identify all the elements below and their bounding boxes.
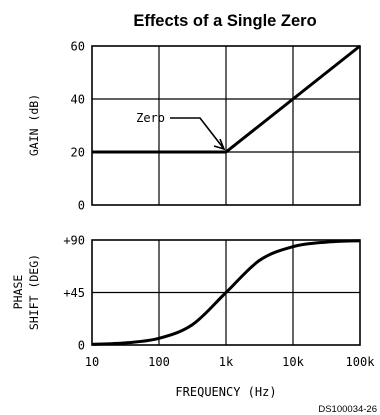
x-tick-label: 100 (148, 355, 170, 369)
phase-y-tick-labels: 0 +45 +90 (63, 234, 85, 353)
chart-title: Effects of a Single Zero (133, 12, 316, 30)
zero-annotation-label: Zero (136, 111, 165, 125)
phase-y-tick-label: +45 (63, 286, 85, 300)
phase-series-line (91, 239, 361, 346)
gain-grid (92, 46, 360, 205)
phase-y-tick-label: +90 (63, 234, 85, 248)
phase-y-axis-label-line2: SHIFT (DEG) (27, 254, 41, 330)
gain-panel: 0 20 40 60 GAIN (dB) Zero (27, 40, 361, 213)
x-tick-label: 10 (85, 355, 99, 369)
x-axis-label: FREQUENCY (Hz) (175, 385, 276, 399)
x-tick-label: 10k (282, 355, 304, 369)
gain-plot-frame (91, 45, 361, 206)
x-tick-label: 100k (346, 355, 376, 369)
phase-plot-frame (91, 239, 361, 346)
document-id: DS100034-26 (318, 404, 377, 415)
gain-y-axis-label: GAIN (dB) (27, 94, 41, 156)
zero-annotation-arrow (170, 117, 226, 151)
phase-y-tick-label: 0 (78, 339, 85, 353)
gain-y-tick-labels: 0 20 40 60 (71, 40, 85, 213)
x-tick-labels: 10 100 1k 10k 100k (85, 355, 375, 369)
x-tick-label: 1k (219, 355, 234, 369)
phase-panel: 0 +45 +90 PHASE SHIFT (DEG) (11, 234, 361, 353)
gain-series-line (92, 44, 361, 154)
gain-y-tick-label: 0 (78, 199, 85, 213)
gain-y-tick-label: 20 (71, 146, 85, 160)
gain-y-tick-label: 40 (71, 93, 85, 107)
phase-y-axis-label-line1: PHASE (11, 275, 25, 310)
gain-y-tick-label: 60 (71, 40, 85, 54)
